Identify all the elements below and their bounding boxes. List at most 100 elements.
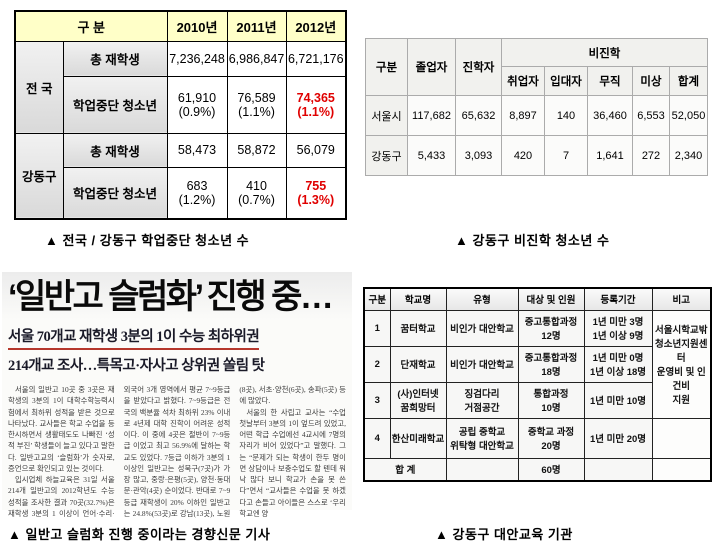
caption-altedu-table: ▲ 강동구 대안교육 기관	[435, 527, 573, 542]
table-cell: 1년 미만 20명	[583, 417, 653, 459]
table-row: 강동구 총 재학생 58,473 58,872 56,079	[14, 132, 347, 220]
row-group-national: 전 국	[14, 40, 64, 134]
table-cell: 117,682	[407, 95, 456, 136]
table-cell: 비인가 대안학교	[445, 309, 519, 347]
news-subhead: 214개교 조사…특목고·자사고 상위권 쏠림 탓	[8, 358, 265, 375]
table-cell: 1	[363, 309, 391, 347]
table-cell: 7,236,248	[166, 40, 228, 77]
table-cell: 4	[363, 417, 391, 459]
table-row: 취업자 입대자 무직 미상 합계	[366, 66, 709, 96]
table-cell-note: 서울시학교밖 청소년지원센터 운영비 및 인건비 지원	[651, 309, 712, 419]
table-cell: 1년 미만 3명 1년 이상 9명	[583, 309, 653, 347]
row-label-gangdong: 강동구	[365, 135, 408, 176]
table-cell: 76,589 (1.1%)	[226, 75, 287, 134]
sub-header: 미상	[632, 66, 670, 96]
table-row: 2 단재학교 비인가 대안학교 중고통합과정 18명 1년 미만 0명 1년 이…	[363, 345, 711, 383]
sub-header: 입대자	[544, 66, 588, 96]
table-cell: 5,433	[407, 135, 456, 176]
column-header-2010: 2010년	[166, 10, 228, 42]
column-header-graduates: 졸업자	[407, 38, 456, 96]
table-row: 구분 졸업자 진학자 비진학	[365, 38, 709, 96]
table-row: 강동구 5,433 3,093 420 7 1,641 272 2,340	[365, 135, 709, 176]
news-headline: ‘일반고 슬럼화’ 진행 중…	[8, 278, 334, 316]
sub-header: 취업자	[501, 66, 545, 96]
table-cell: 58,872	[226, 132, 287, 168]
row-label-seoul: 서울시	[365, 95, 408, 136]
news-paragraph: 입시업체 하늘교육은 31일 서울 214개 일반고의 2012학년도 수능 성…	[8, 385, 346, 518]
table-cell: 272	[632, 135, 670, 176]
newspaper-clipping: ‘일반고 슬럼화’ 진행 중… 서울 70개교 재학생 3분의 1이 수능 최하…	[2, 272, 352, 518]
table-cell: 꿈터학교	[389, 309, 447, 347]
column-header: 유형	[445, 287, 519, 311]
table-cell: 2	[363, 345, 391, 383]
table-cell: 중고통합과정 18명	[517, 345, 585, 383]
caption-dropout-table: ▲ 전국 / 강동구 학업중단 청소년 수	[45, 233, 250, 248]
table-cell: 410 (0.7%)	[226, 166, 287, 220]
table-cell: 8,897	[501, 95, 545, 136]
column-header-category: 구분	[365, 38, 408, 96]
table-cell: 36,460	[587, 95, 633, 136]
table-row: 합 계 60명	[363, 457, 712, 482]
news-paragraph: 서울의 한 사립고 교사는 “수업 첫날부터 3분의 1이 엎드려 있었고, 어…	[239, 407, 346, 518]
news-subheads: 서울 70개교 재학생 3분의 1이 수능 최하위권 214개교 조사…특목고·…	[8, 325, 346, 375]
table-cell: 공립 중학교 위탁형 대안학교	[445, 417, 519, 459]
column-header: 등록기간	[583, 287, 653, 311]
nonadvance-table: 구분 졸업자 진학자 비진학 취업자 입대자 무직 미상 합계 서울시 117,…	[365, 38, 709, 176]
table-cell: 중고통합과정 12명	[517, 309, 585, 347]
table-cell: 65,632	[455, 95, 502, 136]
table-cell: 징검다리 거점공간	[445, 381, 519, 419]
column-header: 비고	[651, 287, 712, 311]
column-header: 구 분	[14, 10, 168, 42]
table-row: 서울시 117,682 65,632 8,897 140 36,460 6,55…	[365, 95, 709, 136]
table-cell: 1년 미만 10명	[583, 381, 653, 419]
column-header: 대상 및 인원	[517, 287, 585, 311]
table-cell: 6,986,847	[226, 40, 287, 77]
row-label: 학업중단 청소년	[62, 166, 168, 220]
table-row: 4 한산미래학교 공립 중학교 위탁형 대안학교 중학교 과정 20명 1년 미…	[363, 417, 712, 459]
news-paragraph: 서울의 일반고 10곳 중 3곳은 재학생의 3분의 1이 대학수학능력시험에서…	[8, 385, 115, 473]
table-cell: 한산미래학교	[389, 417, 447, 459]
total-label-cell: 합 계	[363, 457, 447, 482]
table-cell: (사)인터넷 꿈희망터	[389, 381, 447, 419]
caption-nonadvance-table: ▲ 강동구 비진학 청소년 수	[455, 233, 610, 248]
column-header-advancers: 진학자	[455, 38, 502, 96]
table-cell: 58,473	[166, 132, 228, 168]
sub-header: 합계	[668, 66, 709, 96]
table-cell-empty	[445, 457, 519, 482]
table-cell: 6,721,176	[285, 40, 347, 77]
table-cell: 61,910 (0.9%)	[166, 75, 228, 134]
total-value-cell: 60명	[517, 457, 585, 482]
table-row: 구분 학교명 유형 대상 및 인원 등록기간 비고	[363, 287, 712, 311]
table-cell: 140	[544, 95, 588, 136]
column-header-2012: 2012년	[285, 10, 347, 42]
column-header: 학교명	[389, 287, 447, 311]
table-row: 전 국 총 재학생 7,236,248 6,986,847 6,721,176	[14, 40, 347, 134]
table-cell: 683 (1.2%)	[166, 166, 228, 220]
column-header-2011: 2011년	[226, 10, 287, 42]
row-label: 총 재학생	[62, 40, 168, 77]
sub-header: 무직	[587, 66, 633, 96]
table-cell: 420	[501, 135, 545, 176]
table-cell: 6,553	[632, 95, 670, 136]
caption-news: ▲ 일반고 슬럼화 진행 중이라는 경향신문 기사	[8, 527, 271, 542]
table-cell-empty	[583, 457, 653, 482]
table-cell: 단재학교	[389, 345, 447, 383]
table-cell: 52,050	[668, 95, 709, 136]
column-header: 구분	[363, 287, 391, 311]
table-cell: 통합과정 10명	[517, 381, 585, 419]
table-row: 학업중단 청소년 683 (1.2%) 410 (0.7%) 755 (1.3%…	[15, 166, 347, 220]
table-cell: 3,093	[455, 135, 502, 176]
table-cell-empty	[651, 417, 712, 459]
table-row: 학업중단 청소년 61,910 (0.9%) 76,589 (1.1%) 74,…	[15, 75, 347, 134]
table-cell-highlighted: 74,365 (1.1%)	[285, 75, 347, 134]
news-subhead-underlined: 서울 70개교 재학생 3분의 1이 수능 최하위권	[8, 325, 260, 351]
row-group-gangdong: 강동구	[14, 132, 64, 220]
table-row: 1 꿈터학교 비인가 대안학교 중고통합과정 12명 1년 미만 3명 1년 이…	[363, 309, 712, 419]
table-cell: 7	[544, 135, 588, 176]
table-cell: 비인가 대안학교	[445, 345, 519, 383]
row-label: 학업중단 청소년	[62, 75, 168, 134]
table-cell: 3	[363, 381, 391, 419]
table-cell: 56,079	[285, 132, 347, 168]
news-body: 서울의 일반고 10곳 중 3곳은 재학생의 3분의 1이 대학수학능력시험에서…	[8, 384, 346, 519]
